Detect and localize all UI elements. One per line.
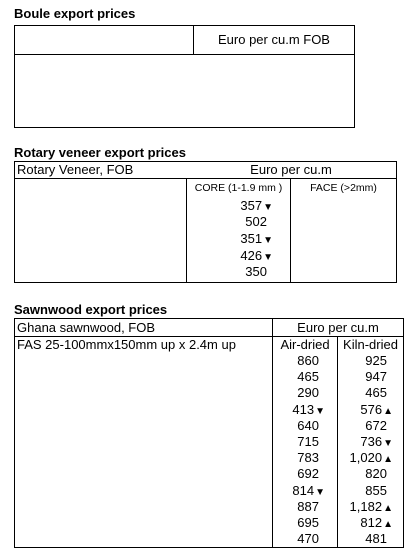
sawn-row-kiln-text: 1,182: [349, 499, 383, 514]
sawn-row-air-text: 695: [297, 515, 319, 530]
sawn-row-kiln-text: 925: [365, 353, 387, 368]
sawn-row-kiln: 481: [338, 531, 387, 546]
sawn-row-air: 860: [273, 353, 319, 368]
sawn-row-air: 814▼: [273, 483, 325, 498]
rotary-row-core: 357▼: [187, 198, 273, 213]
sawn-row-kiln-text: 820: [365, 466, 387, 481]
sawn-row-kiln-text: 576: [360, 402, 383, 417]
sawn-row-air: 465: [273, 369, 319, 384]
sawn-row-air: 290: [273, 385, 319, 400]
arrow-up-icon: ▲: [383, 454, 393, 465]
sawn-row-air: 695: [273, 515, 319, 530]
sawn-row-kiln: 465: [338, 385, 387, 400]
sawn-row-air: 715: [273, 434, 319, 449]
sawn-row-kiln-text: 672: [365, 418, 387, 433]
sawn-row-kiln-text: 481: [365, 531, 387, 546]
arrow-up-icon: ▲: [383, 503, 393, 514]
rotary-col-face: FACE (>2mm): [310, 182, 377, 194]
sawn-row-kiln: 576▲: [338, 402, 393, 417]
sawn-row-kiln: 855: [338, 483, 387, 498]
sawn-row-kiln-text: 855: [365, 483, 387, 498]
arrow-down-icon: ▼: [263, 202, 273, 213]
sawn-row-air-text: 465: [297, 369, 319, 384]
sawn-row-kiln: 1,020▲: [338, 450, 393, 465]
sawn-row-kiln: 1,182▲: [338, 499, 393, 514]
sawn-row-air: 640: [273, 418, 319, 433]
sawn-row-kiln: 925: [338, 353, 387, 368]
arrow-down-icon: ▼: [263, 235, 273, 246]
arrow-down-icon: ▼: [315, 406, 325, 417]
arrow-up-icon: ▲: [383, 519, 393, 530]
arrow-down-icon: ▼: [315, 487, 325, 498]
sawn-row-kiln-text: 465: [365, 385, 387, 400]
sawn-row-air-text: 290: [297, 385, 319, 400]
sawn-row-air: 692: [273, 466, 319, 481]
rotary-row-core-text: 502: [245, 214, 267, 229]
boule-header: Euro per cu.m FOB: [218, 32, 330, 47]
rotary-row-core-text: 350: [245, 264, 267, 279]
sawn-row-kiln-text: 947: [365, 369, 387, 384]
rotary-row-core-text: 351: [240, 231, 263, 246]
sawn-row-air: 470: [273, 531, 319, 546]
rotary-header-left: Rotary Veneer, FOB: [17, 162, 134, 177]
rotary-row-core: 350: [187, 264, 267, 279]
sawn-spec: FAS 25-100mmx150mm up x 2.4m up: [17, 337, 236, 352]
sawn-row-air: 887: [273, 499, 319, 514]
sawn-row-kiln-text: 812: [360, 515, 383, 530]
sawn-row-kiln: 820: [338, 466, 387, 481]
sawn-row-air-text: 814: [292, 483, 315, 498]
arrow-down-icon: ▼: [263, 252, 273, 263]
rotary-row-core: 351▼: [187, 231, 273, 246]
sawn-row-air-text: 887: [297, 499, 319, 514]
sawn-col-air: Air-dried: [280, 337, 330, 352]
sawn-row-kiln-text: 736: [360, 434, 383, 449]
sawn-row-kiln: 672: [338, 418, 387, 433]
sawn-row-air: 783: [273, 450, 319, 465]
sawn-row-air-text: 692: [297, 466, 319, 481]
sawn-row-air-text: 413: [292, 402, 315, 417]
sawn-row-kiln-text: 1,020: [349, 450, 383, 465]
sawn-row-air-text: 715: [297, 434, 319, 449]
boule-table: Euro per cu.m FOB: [14, 25, 355, 128]
arrow-up-icon: ▲: [383, 406, 393, 417]
rotary-row-core-text: 357: [240, 198, 263, 213]
sawn-header-right: Euro per cu.m: [297, 320, 379, 335]
sawn-title: Sawnwood export prices: [14, 302, 168, 317]
boule-title: Boule export prices: [14, 6, 136, 21]
rotary-row-core: 426▼: [187, 248, 273, 263]
sawn-row-kiln: 812▲: [338, 515, 393, 530]
sawn-row-kiln: 947: [338, 369, 387, 384]
sawn-col-kiln: Kiln-dried: [343, 337, 398, 352]
sawn-row-air-text: 783: [297, 450, 319, 465]
rotary-row-core-text: 426: [240, 248, 263, 263]
rotary-header-right: Euro per cu.m: [250, 162, 332, 177]
rotary-title: Rotary veneer export prices: [14, 145, 186, 160]
sawn-row-air-text: 470: [297, 531, 319, 546]
sawn-header-left: Ghana sawnwood, FOB: [17, 320, 156, 335]
rotary-table: Rotary Veneer, FOB Euro per cu.m CORE (1…: [14, 161, 397, 283]
sawn-row-air-text: 860: [297, 353, 319, 368]
sawn-table: Ghana sawnwood, FOB Euro per cu.m FAS 25…: [14, 318, 404, 548]
rotary-row-core: 502: [187, 214, 267, 229]
arrow-down-icon: ▼: [383, 438, 393, 449]
sawn-row-kiln: 736▼: [338, 434, 393, 449]
sawn-row-air: 413▼: [273, 402, 325, 417]
rotary-col-core: CORE (1-1.9 mm ): [194, 182, 283, 194]
sawn-row-air-text: 640: [297, 418, 319, 433]
